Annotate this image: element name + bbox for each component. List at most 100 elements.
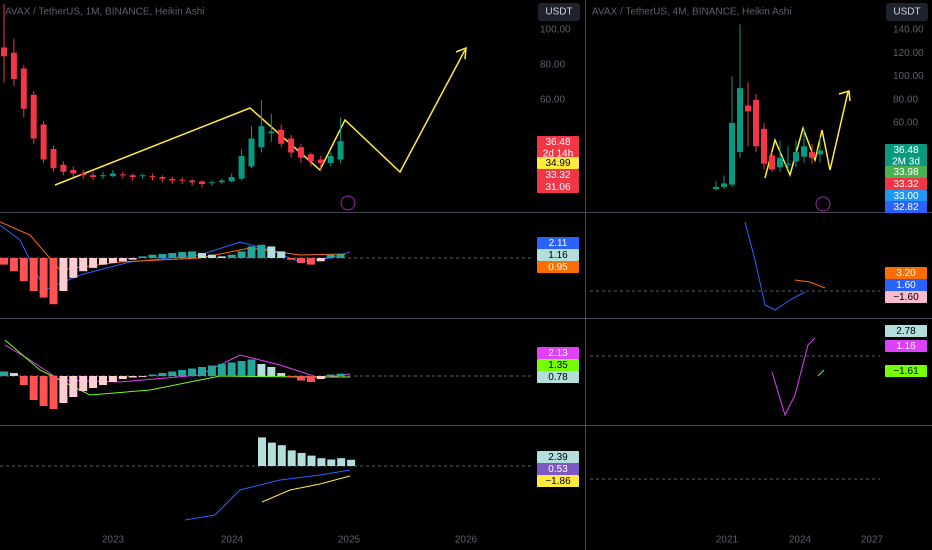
histogram-bar xyxy=(316,376,325,379)
candle-body xyxy=(777,157,783,168)
currency-button[interactable] xyxy=(886,3,928,21)
histogram-bar xyxy=(128,258,137,260)
currency-button[interactable] xyxy=(538,3,580,21)
price-tag-label: 3.20 xyxy=(896,268,916,279)
price-tag xyxy=(537,237,579,249)
price-tag-label: 0.95 xyxy=(548,262,568,273)
candle-body xyxy=(179,179,186,181)
price-tag xyxy=(537,181,579,193)
candle-body xyxy=(70,170,77,174)
time-axis-label: 2021 xyxy=(716,535,739,546)
histogram-bar xyxy=(108,258,117,263)
histogram-bar xyxy=(99,258,107,265)
chart-title: AVAX / TetherUS, 4M, BINANCE, Heikin Ash… xyxy=(592,7,792,18)
histogram-bar xyxy=(148,374,157,376)
candle-body xyxy=(327,156,334,163)
price-tag-countdown: 2M 3d xyxy=(892,157,920,168)
candle-body xyxy=(40,124,47,160)
candle-body xyxy=(199,181,205,184)
event-icon[interactable] xyxy=(815,196,831,212)
histogram-bar xyxy=(307,455,316,466)
candle-body xyxy=(248,138,255,167)
price-tag xyxy=(537,347,579,359)
indicator-line xyxy=(261,475,351,503)
candle-body xyxy=(20,68,27,109)
price-tag xyxy=(885,325,927,337)
histogram-bar xyxy=(317,458,326,466)
indicator-line xyxy=(744,221,806,311)
histogram-bar xyxy=(257,244,266,258)
histogram-bar xyxy=(277,373,286,376)
price-tag-label: 33.32 xyxy=(545,170,570,181)
histogram-bar xyxy=(326,374,335,376)
price-tag xyxy=(885,201,927,213)
histogram-bar xyxy=(277,445,286,466)
price-tag-label: 2.13 xyxy=(548,348,568,359)
event-icon[interactable] xyxy=(340,195,356,211)
histogram-bar xyxy=(277,251,286,258)
histogram-bar xyxy=(267,442,276,466)
price-tag xyxy=(885,340,927,352)
candle-body xyxy=(337,141,344,160)
candle-body xyxy=(218,180,225,183)
histogram-bar xyxy=(168,253,177,258)
histogram-bar xyxy=(306,258,315,265)
time-axis-label: 2023 xyxy=(102,535,125,546)
histogram-bar xyxy=(227,362,236,376)
price-tag xyxy=(537,475,579,487)
candle-body xyxy=(298,147,304,158)
candle-body xyxy=(761,128,767,164)
price-tag xyxy=(537,371,579,383)
price-axis-label: 100.00 xyxy=(540,25,571,36)
candle-body xyxy=(109,173,116,177)
price-tag-label: 2.78 xyxy=(896,326,916,337)
candle-body xyxy=(307,154,314,162)
histogram-bar xyxy=(287,376,296,378)
candle-body xyxy=(753,99,759,147)
price-tag-label: 2.39 xyxy=(548,452,568,463)
price-tag xyxy=(537,169,579,181)
histogram-bar xyxy=(337,458,346,466)
price-tag-label: 34.99 xyxy=(545,158,570,169)
histogram-bar xyxy=(39,258,48,298)
histogram-bar xyxy=(287,450,296,466)
histogram-bar xyxy=(118,258,127,262)
price-axis-label: 80.00 xyxy=(540,60,565,71)
price-tag-label: 33.32 xyxy=(893,179,918,190)
histogram-bar xyxy=(89,376,98,388)
histogram-bar xyxy=(168,371,177,376)
histogram-bar xyxy=(69,376,78,397)
candle-body xyxy=(785,163,791,165)
price-tag xyxy=(537,359,579,371)
histogram-bar xyxy=(138,256,147,258)
histogram-bar xyxy=(297,376,305,381)
candle-body xyxy=(801,146,807,157)
price-axis-label: 80.00 xyxy=(893,94,918,105)
histogram-bar xyxy=(217,364,226,376)
histogram-bar xyxy=(9,373,18,376)
candle-body xyxy=(90,175,97,177)
histogram-bar xyxy=(118,376,127,379)
time-axis-label: 2024 xyxy=(221,535,244,546)
candle-body xyxy=(149,176,156,178)
time-axis-label: 2027 xyxy=(861,535,884,546)
histogram-bar xyxy=(316,258,325,262)
candle-body xyxy=(793,152,799,162)
histogram-bar xyxy=(108,376,117,382)
price-tag xyxy=(885,144,927,168)
candle-body xyxy=(721,183,727,187)
drawing xyxy=(764,91,849,179)
price-tag-label: 0.78 xyxy=(548,372,568,383)
histogram-bar xyxy=(326,254,335,258)
price-tag-countdown: 2d 14h xyxy=(543,149,574,160)
price-tag-label: 33.98 xyxy=(893,167,918,178)
price-tag-label: 36.48 xyxy=(545,137,570,148)
histogram-bar xyxy=(0,258,8,265)
histogram-bar xyxy=(237,251,246,258)
histogram-bar xyxy=(89,258,98,268)
histogram-bar xyxy=(79,376,88,391)
histogram-bar xyxy=(19,258,28,282)
currency-label: USDT xyxy=(893,7,920,18)
